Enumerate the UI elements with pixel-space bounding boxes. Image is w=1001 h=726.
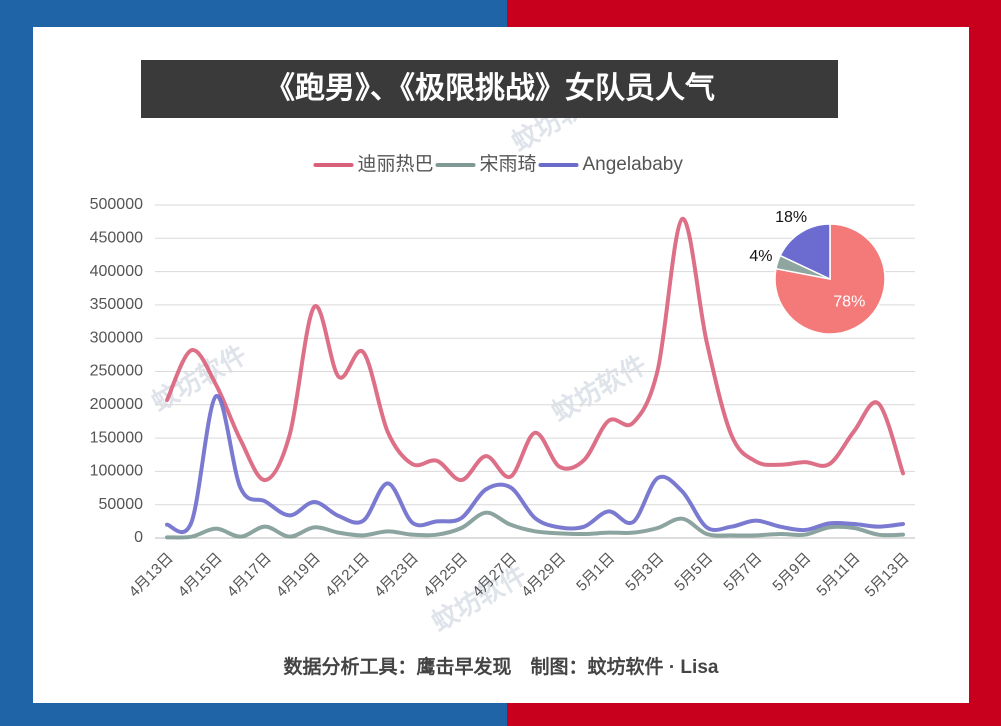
series-line	[165, 216, 905, 483]
y-tick-label: 300000	[90, 329, 143, 346]
legend-label: 宋雨琦	[480, 153, 537, 175]
pie-label: 78%	[833, 294, 865, 311]
y-tick-label: 150000	[90, 429, 143, 446]
legend-label: 迪丽热巴	[358, 153, 434, 175]
chart-title: 《跑男》、《极限挑战》女队员人气	[265, 71, 715, 105]
card	[33, 27, 969, 703]
title-box	[141, 60, 838, 118]
series-line	[165, 510, 905, 540]
y-tick-label: 0	[134, 529, 143, 546]
y-tick-label: 100000	[90, 463, 143, 480]
y-tick-label: 200000	[90, 396, 143, 413]
series-line	[165, 394, 905, 535]
pie-label: 18%	[775, 209, 807, 226]
y-tick-label: 450000	[90, 230, 143, 247]
y-tick-label: 500000	[90, 196, 143, 213]
pie-slice	[779, 223, 831, 281]
y-tick-label: 400000	[90, 263, 143, 280]
y-tick-label: 50000	[99, 496, 144, 513]
pie-label: 4%	[749, 248, 772, 265]
legend-label: Angelababy	[583, 154, 684, 175]
footer: 数据分析工具：鹰击早发现 制图：蚊坊软件 · Lisa	[284, 655, 719, 678]
y-tick-label: 350000	[90, 296, 143, 313]
y-tick-label: 250000	[90, 363, 143, 380]
